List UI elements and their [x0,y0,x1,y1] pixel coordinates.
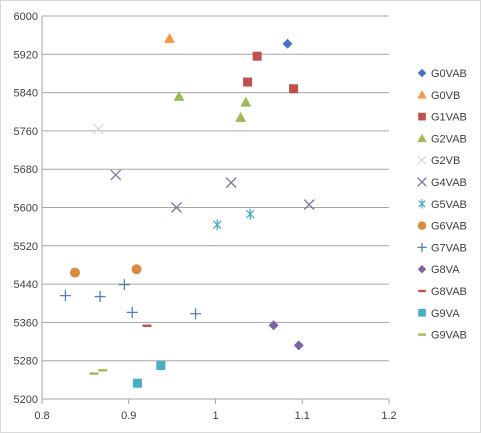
y-tick-label: 5520 [14,241,38,253]
y-axis-ticks: 5200 5280 5360 5440 5520 5600 5680 5760 5840 5920… [14,11,38,406]
legend-marker-g2vab [417,133,427,143]
y-tick-label: 5360 [14,317,38,329]
legend-label-g0vb: G0VB [431,90,460,102]
legend-item-g9vab: G9VAB [418,330,467,342]
x-tick-label: 0.8 [34,410,49,422]
legend-item-g8vab: G8VAB [418,286,467,298]
legend-item-g5vab: G5VAB [418,199,467,211]
data-point-g2vb [92,123,104,135]
legend-item-g4vab: G4VAB [417,177,467,189]
legend-label-g2vab: G2VAB [431,133,467,145]
y-tick-label: 5200 [14,394,38,406]
legend-item-g7vab: G7VAB [417,242,467,254]
data-point-g1vab [289,84,299,94]
data-point-g9va [132,378,142,388]
data-point-g2vab [173,90,185,101]
legend-label-g6vab: G6VAB [431,221,467,233]
data-point-g6vab [131,264,142,275]
data-point-g7vab [59,290,71,302]
y-tick-label: 5840 [14,88,38,100]
legend-marker-g4vab [417,177,427,187]
data-point-g2vab [235,111,247,122]
x-tick-label: 1.1 [295,410,310,422]
legend-item-g2vab: G2VAB [417,133,467,145]
y-tick-label: 6000 [14,11,38,23]
data-point-g7vab [94,291,106,303]
data-point-g1vab [252,51,262,61]
data-point-g7vab [126,306,138,318]
legend-marker-g8vab [418,289,426,293]
legend-marker-g7vab [417,242,427,253]
data-point-g2vab [240,96,252,107]
data-point-g5vab [245,208,255,220]
x-tick-label: 1 [212,410,218,422]
legend-marker-g0vb [417,90,427,99]
data-point-g4vab [225,177,237,189]
legend-label-g9va: G9VA [431,308,460,320]
legend-item-g8va: G8VA [417,264,460,276]
y-tick-label: 5760 [14,126,38,138]
legend-marker-g6vab [417,221,427,230]
legend-marker-g0vab [417,68,427,78]
legend-label-g0vab: G0VAB [431,68,467,80]
data-point-g0vab [282,38,293,49]
data-point-g4vab [303,199,315,211]
legend-item-g9va: G9VA [418,308,460,320]
legend-item-g1vab: G1VAB [418,112,467,124]
data-points [59,33,315,388]
legend-label-g9vab: G9VAB [431,330,467,342]
data-point-g8va [268,320,279,331]
legend-item-g0vab: G0VAB [417,68,467,80]
legend-marker-g8va [417,264,427,274]
data-point-g9vab [98,369,108,372]
data-point-g8va [293,340,304,351]
legend-marker-g9va [418,308,426,317]
y-tick-label: 5440 [14,279,38,291]
legend-label-g1vab: G1VAB [431,112,467,124]
legend-marker-g2vb [417,155,427,165]
data-point-g5vab [212,219,222,231]
data-point-g9vab [89,372,99,375]
legend-item-g0vb: G0VB [417,90,460,102]
data-point-g7vab [190,308,202,320]
data-point-g9va [156,360,166,370]
x-axis-ticks: 0.8 0.9 1 1.1 1.2 [34,410,396,422]
legend-item-g6vab: G6VAB [417,221,467,233]
legend-label-g2vb: G2VB [431,155,460,167]
y-tick-label: 5680 [14,164,38,176]
legend-item-g2vb: G2VB [417,155,460,167]
data-point-g4vab [171,202,182,213]
legend: G0VAB G0VB G1VAB G2VAB G2VB G4VAB G5VAB G6VAB G7… [417,68,467,342]
legend-marker-g9vab [418,333,426,336]
data-point-g6vab [69,267,80,278]
legend-marker-g1vab [418,112,426,121]
data-point-g1vab [243,77,253,87]
legend-label-g8vab: G8VAB [431,286,467,298]
y-tick-label: 5920 [14,49,38,61]
legend-marker-g5vab [418,199,426,209]
data-point-g4vab [110,169,122,181]
legend-label-g7vab: G7VAB [431,242,467,254]
legend-label-g5vab: G5VAB [431,199,467,211]
axes [41,16,390,404]
y-tick-label: 5600 [14,203,38,215]
x-tick-label: 0.9 [121,410,136,422]
y-tick-label: 5280 [14,356,38,368]
legend-label-g8va: G8VA [431,264,460,276]
data-point-g8vab [142,324,152,327]
gridlines [42,15,389,400]
legend-label-g4vab: G4VAB [431,177,467,189]
x-tick-label: 1.2 [381,410,396,422]
data-point-g0vb [164,33,176,43]
data-point-g7vab [118,279,130,291]
